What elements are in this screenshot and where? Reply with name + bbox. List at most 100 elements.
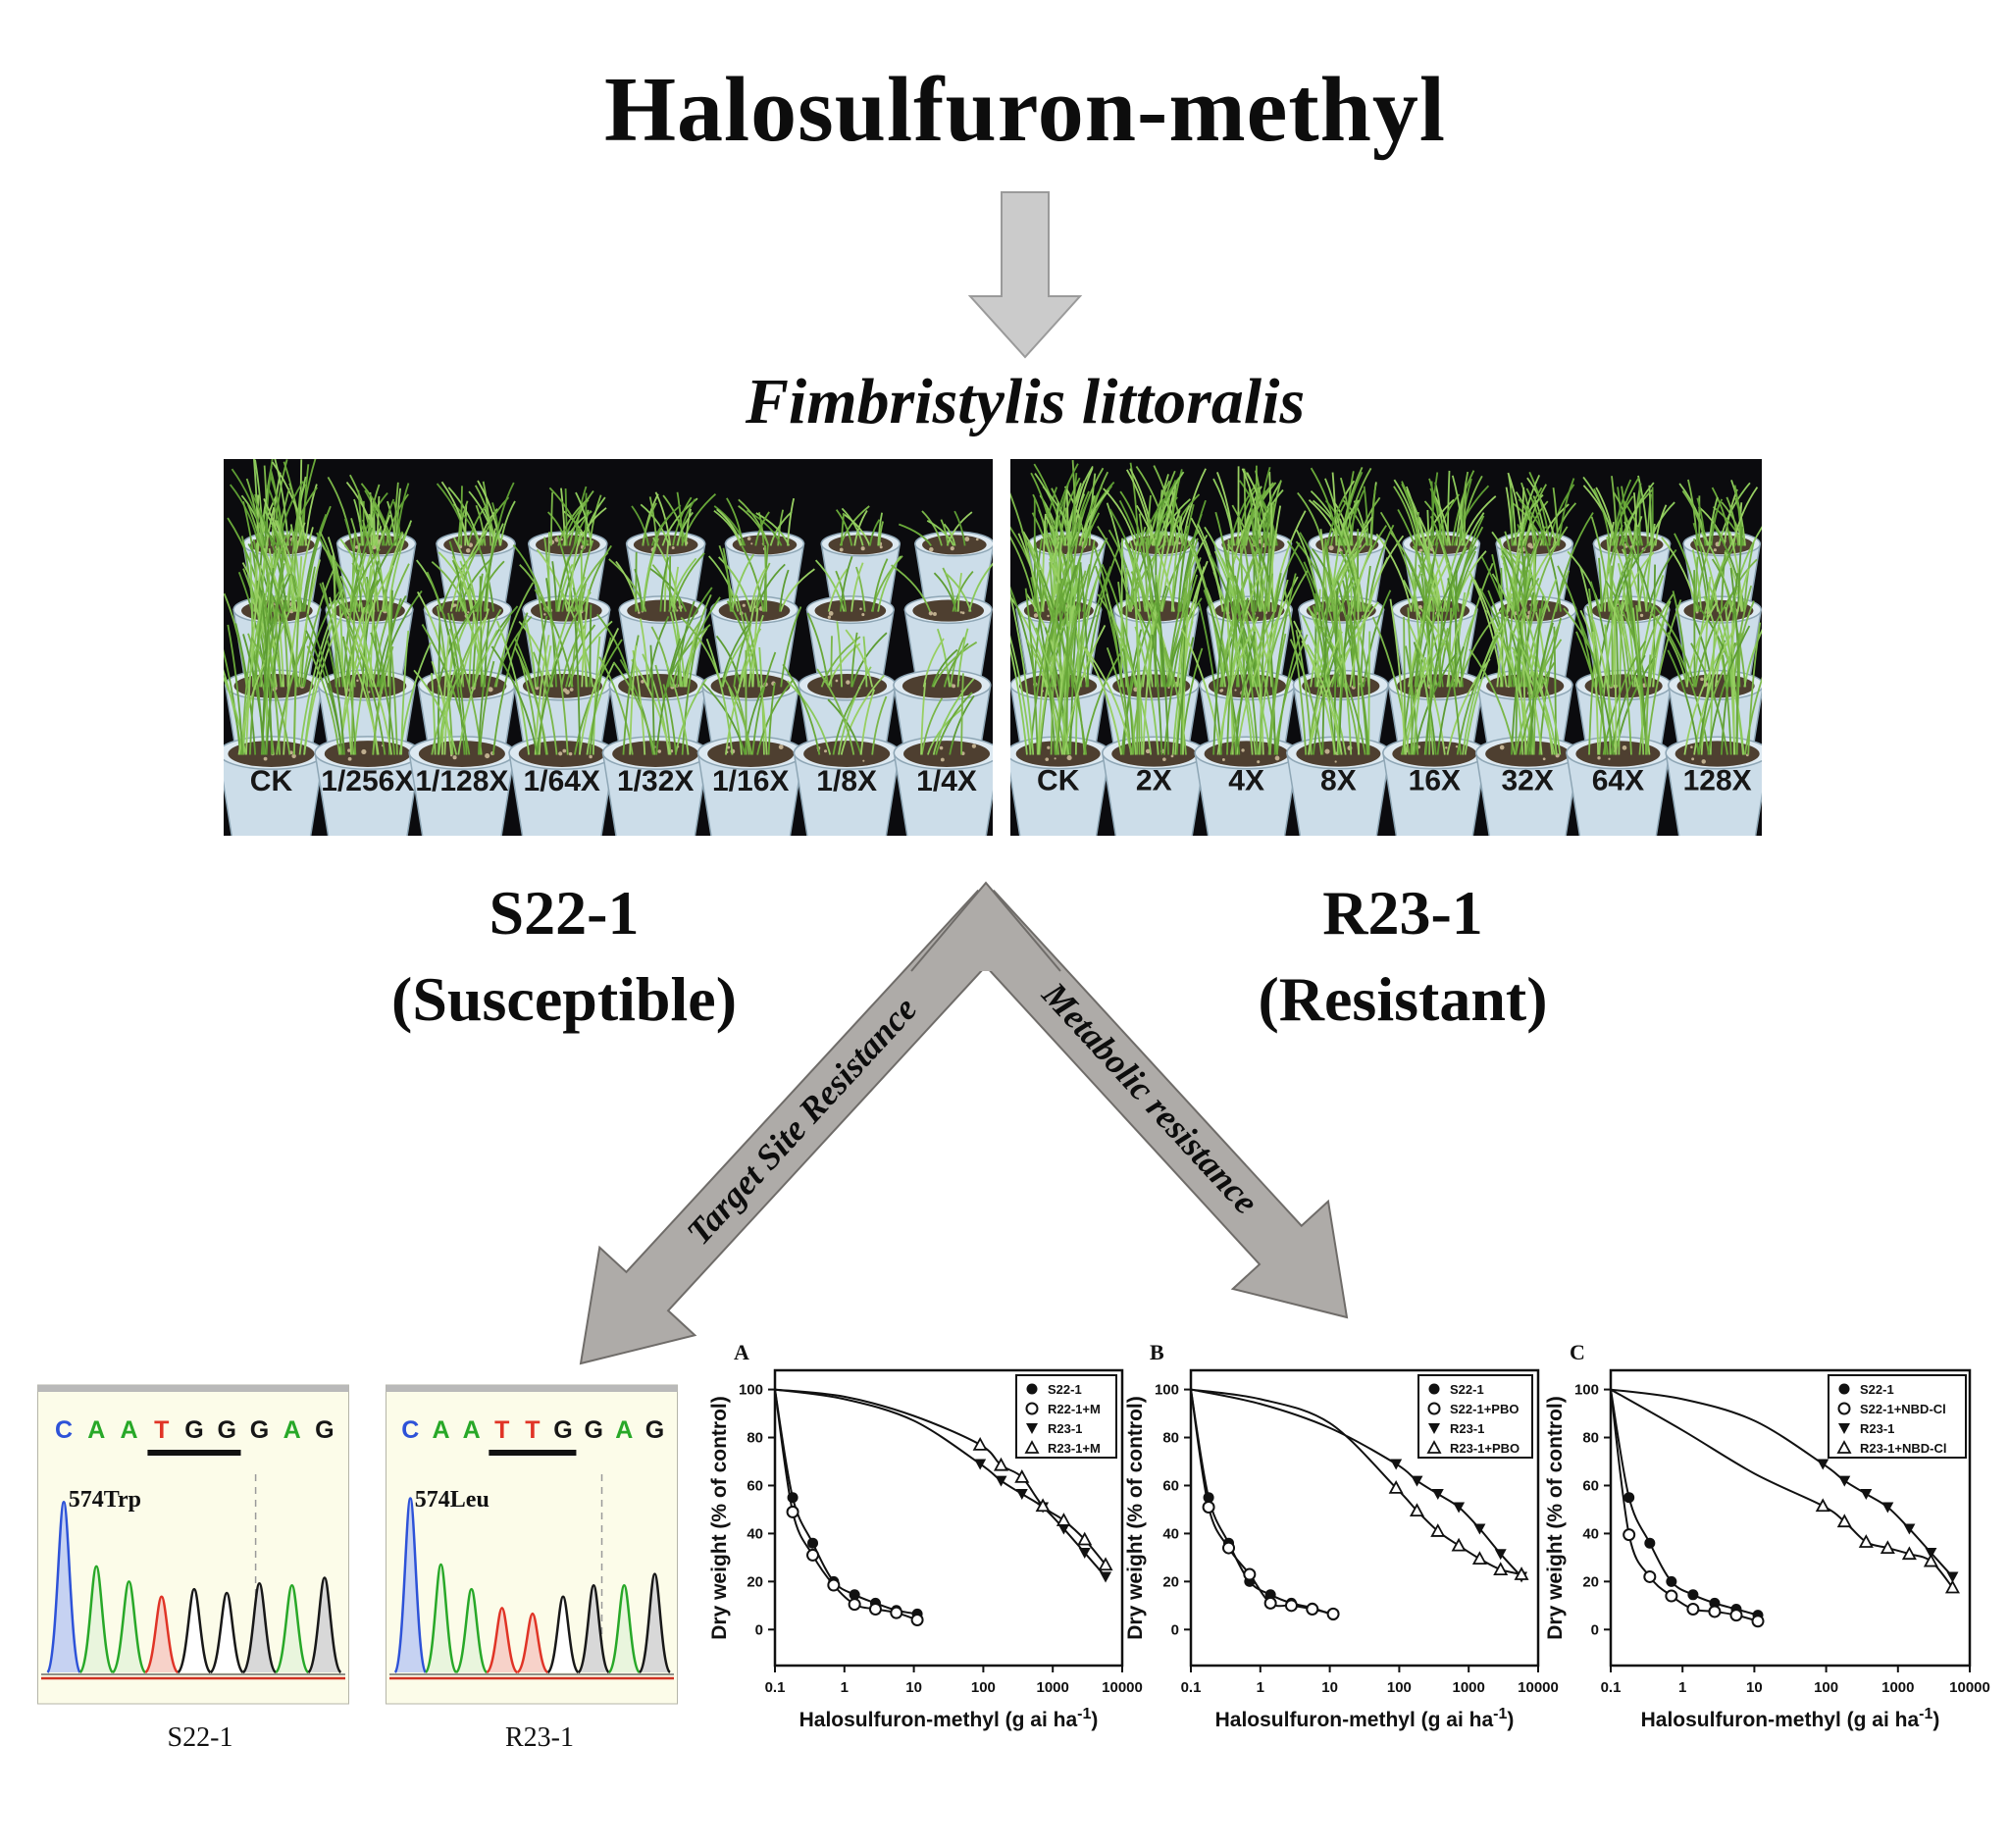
svg-text:C: C <box>401 1416 419 1444</box>
svg-text:10: 10 <box>905 1679 922 1696</box>
svg-text:60: 60 <box>1582 1477 1599 1494</box>
svg-text:S22-1+PBO: S22-1+PBO <box>1450 1402 1519 1416</box>
svg-text:16X: 16X <box>1409 764 1461 796</box>
chromatogram-s22-1-label: S22-1 <box>167 1722 233 1753</box>
svg-text:1/4X: 1/4X <box>916 765 977 797</box>
pot: 64X <box>1566 598 1682 836</box>
svg-text:574Trp: 574Trp <box>69 1487 141 1513</box>
pot: 16X <box>1371 583 1510 836</box>
svg-text:10: 10 <box>1746 1679 1763 1696</box>
svg-text:1: 1 <box>1678 1679 1686 1696</box>
svg-text:100: 100 <box>971 1679 996 1696</box>
svg-text:Dry weight (% of control): Dry weight (% of control) <box>1544 1396 1567 1640</box>
pot: 8X <box>1284 576 1391 836</box>
svg-text:100: 100 <box>1387 1679 1412 1696</box>
svg-text:1000: 1000 <box>1037 1679 1069 1696</box>
svg-text:40: 40 <box>1582 1525 1599 1542</box>
svg-text:G: G <box>250 1416 269 1444</box>
svg-text:80: 80 <box>747 1430 763 1447</box>
chromatogram-r23-1-label: R23-1 <box>505 1722 574 1753</box>
svg-text:A: A <box>120 1416 137 1444</box>
svg-text:0: 0 <box>1591 1621 1599 1638</box>
svg-text:G: G <box>584 1416 602 1444</box>
svg-text:0.1: 0.1 <box>1601 1679 1622 1696</box>
label-resistant: (Resistant) <box>1258 964 1548 1034</box>
series-R23-1 <box>1817 1459 1959 1583</box>
svg-text:CK: CK <box>250 765 293 797</box>
svg-text:T: T <box>494 1416 509 1444</box>
svg-text:C: C <box>55 1416 73 1444</box>
svg-text:T: T <box>154 1416 169 1444</box>
svg-text:R23-1+NBD-Cl: R23-1+NBD-Cl <box>1860 1441 1947 1456</box>
pot: CK <box>224 556 345 836</box>
pot: CK <box>1010 562 1126 836</box>
svg-text:1/32X: 1/32X <box>617 765 694 797</box>
svg-text:1: 1 <box>1257 1679 1264 1696</box>
svg-text:Halosulfuron-methyl (g ai ha-1: Halosulfuron-methyl (g ai ha-1) <box>1641 1706 1940 1731</box>
svg-text:G: G <box>645 1416 664 1444</box>
svg-text:R23-1: R23-1 <box>1860 1421 1894 1436</box>
svg-text:10000: 10000 <box>1949 1679 1990 1696</box>
svg-text:R23-1: R23-1 <box>1048 1421 1082 1436</box>
svg-text:40: 40 <box>1162 1525 1179 1542</box>
pot: 1/16X <box>696 639 804 836</box>
svg-text:A: A <box>463 1416 481 1444</box>
legend-box <box>1828 1374 1967 1459</box>
svg-text:100: 100 <box>1155 1382 1179 1399</box>
pot: 32X <box>1468 590 1580 836</box>
svg-text:0.1: 0.1 <box>1181 1679 1202 1696</box>
svg-text:1/64X: 1/64X <box>524 765 600 797</box>
label-s22-1: S22-1 <box>489 878 640 948</box>
svg-text:40: 40 <box>747 1525 763 1542</box>
svg-text:0: 0 <box>755 1621 763 1638</box>
series-S22-1+PBO <box>1202 1500 1340 1620</box>
svg-text:32X: 32X <box>1501 764 1553 796</box>
svg-text:Dry weight (% of control): Dry weight (% of control) <box>1124 1396 1147 1640</box>
svg-text:1/256X: 1/256X <box>321 765 414 797</box>
svg-text:Halosulfuron-methyl (g ai ha-1: Halosulfuron-methyl (g ai ha-1) <box>799 1706 1099 1731</box>
svg-text:C: C <box>1570 1340 1585 1364</box>
svg-text:CK: CK <box>1037 764 1080 796</box>
svg-text:R23-1: R23-1 <box>1450 1421 1484 1436</box>
svg-text:574Leu: 574Leu <box>415 1487 489 1513</box>
svg-text:10000: 10000 <box>1102 1679 1143 1696</box>
pot: 1/32X <box>598 635 709 836</box>
svg-text:20: 20 <box>1582 1573 1599 1590</box>
label-susceptible: (Susceptible) <box>391 964 737 1034</box>
svg-text:64X: 64X <box>1592 764 1644 796</box>
svg-text:100: 100 <box>1814 1679 1838 1696</box>
page-title: Halosulfuron-methyl <box>603 59 1447 161</box>
chart-c: 0.1 1 10 100 1000 10000 0 20 40 60 80 100 Dry weight… <box>1544 1340 1990 1731</box>
svg-text:60: 60 <box>747 1477 763 1494</box>
svg-text:1/16X: 1/16X <box>712 765 789 797</box>
svg-text:4X: 4X <box>1228 764 1264 796</box>
series-R23-1+NBD-Cl <box>1815 1498 1960 1594</box>
pot: 1/256X <box>305 589 432 836</box>
svg-text:0: 0 <box>1171 1621 1179 1638</box>
svg-text:1/128X: 1/128X <box>415 765 508 797</box>
svg-text:S22-1: S22-1 <box>1048 1382 1082 1397</box>
svg-text:80: 80 <box>1582 1430 1599 1447</box>
svg-text:B: B <box>1150 1340 1164 1364</box>
svg-text:A: A <box>283 1416 301 1444</box>
species-title: Fimbristylis littoralis <box>745 366 1306 437</box>
svg-text:G: G <box>217 1416 235 1444</box>
svg-text:G: G <box>553 1416 572 1444</box>
svg-text:60: 60 <box>1162 1477 1179 1494</box>
chart-a: 0.1 1 10 100 1000 10000 0 20 40 60 80 100 Dry weight… <box>708 1340 1143 1731</box>
svg-text:T: T <box>525 1416 540 1444</box>
pot: 1/64X <box>490 617 623 836</box>
svg-text:1000: 1000 <box>1881 1679 1914 1696</box>
svg-text:A: A <box>432 1416 449 1444</box>
svg-text:80: 80 <box>1162 1430 1179 1447</box>
svg-text:10: 10 <box>1321 1679 1338 1696</box>
pot: 2X <box>1081 565 1207 836</box>
svg-text:G: G <box>315 1416 334 1444</box>
svg-text:1: 1 <box>841 1679 849 1696</box>
series-R23-1+M <box>972 1436 1113 1571</box>
photo-susceptible-pots: CK 1/256X 1/128X 1/64X 1/32X 1/16X 1/8X 1/4X <box>224 459 993 836</box>
svg-text:A: A <box>87 1416 105 1444</box>
